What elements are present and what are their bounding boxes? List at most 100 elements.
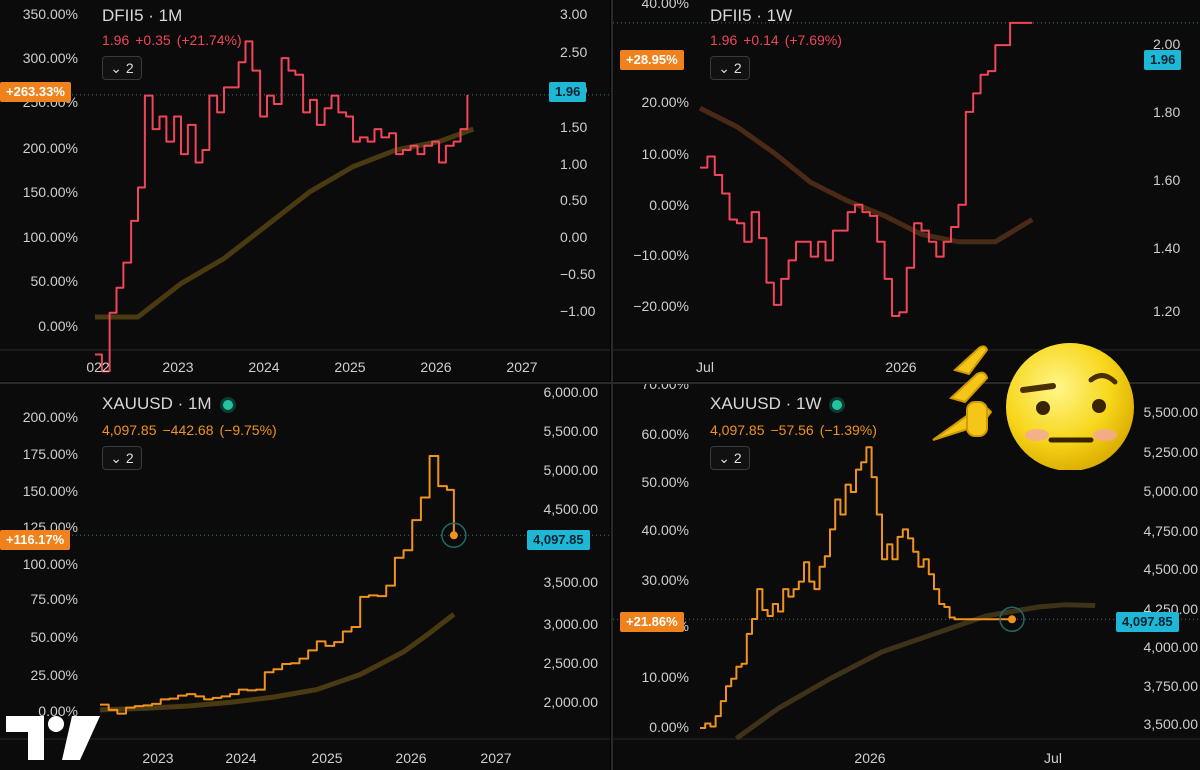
right-axis-tick-label: 2.50: [560, 44, 587, 60]
vertical-divider[interactable]: [611, 0, 613, 770]
indicators-collapse-button[interactable]: ⌄ 2: [102, 56, 142, 80]
x-axis-tick-label: 022: [86, 359, 110, 375]
symbol-title[interactable]: XAUUSD · 1W: [710, 394, 846, 414]
left-axis-tick-label: 150.00%: [23, 483, 78, 499]
right-axis-tick-label: −0.50: [560, 266, 596, 282]
last-point-dot: [1008, 615, 1016, 624]
last-price-tag: 1.96: [549, 82, 587, 102]
left-axis-tick-label: −10.00%: [633, 247, 689, 263]
quote-change-pct: (+7.69%): [784, 32, 842, 48]
right-axis-tick-label: 1.50: [560, 119, 587, 135]
left-axis-tick-label: 100.00%: [23, 556, 78, 572]
quote-line: 1.96 +0.35 (+21.74%): [102, 32, 248, 48]
left-axis-tick-label: 50.00%: [642, 474, 689, 490]
right-axis-tick-label: 4,500.00: [544, 501, 599, 517]
quote-last: 1.96: [102, 32, 130, 48]
chart-canvas[interactable]: 70.00% 60.00% 50.00% 40.00% 30.00% 2 0.00% 10.0…: [613, 384, 1200, 770]
right-axis-tick-label: 2.00: [1153, 36, 1180, 52]
x-axis-tick-label: 2023: [162, 359, 193, 375]
quote-last: 4,097.85: [102, 422, 157, 438]
quote-change: −442.68: [162, 422, 214, 438]
tradingview-logo-icon: [6, 716, 100, 760]
quote-line: 4,097.85 −442.68 (−9.75%): [102, 422, 283, 438]
last-point-ring: [441, 522, 467, 549]
left-axis-tick-label: 150.00%: [23, 184, 78, 200]
left-axis-tick-label: 300.00%: [23, 50, 78, 66]
moving-average-line[interactable]: [698, 105, 1034, 245]
quote-last: 4,097.85: [710, 422, 765, 438]
chart-canvas[interactable]: 350.00% 300.00% 2 50.00% 200.00% 150.00% 100.0…: [0, 0, 610, 381]
right-axis-tick-label: 5,500.00: [1144, 404, 1199, 420]
x-axis-tick-label: 2026: [395, 750, 426, 766]
x-axis-tick-label: 2026: [420, 359, 451, 375]
chart-panel-dfii5-1m[interactable]: 350.00% 300.00% 2 50.00% 200.00% 150.00% 100.0…: [0, 0, 610, 381]
left-axis-tick-label: 0.00%: [38, 703, 78, 719]
quote-change: +0.35: [135, 32, 171, 48]
x-axis-tick-label: 2025: [334, 359, 365, 375]
symbol-title-text: DFII5 · 1W: [710, 6, 793, 25]
right-axis-tick-label: 4,000.00: [1144, 639, 1199, 655]
left-axis-tick-label: 0.00%: [38, 318, 78, 334]
left-axis-tick-label: 50.00%: [31, 273, 78, 289]
last-price-tag: 4,097.85: [527, 530, 590, 550]
chevron-down-icon: ⌄: [718, 450, 734, 466]
price-series-line[interactable]: [700, 21, 1033, 318]
x-axis-tick-label: 2023: [142, 750, 173, 766]
chart-panel-xauusd-1m[interactable]: 200.00% 175.00% 150.00% 125.00% 100.00% 75.00…: [0, 384, 610, 770]
quote-last: 1.96: [710, 32, 738, 48]
right-axis-tick-label: 3.00: [560, 6, 587, 22]
moving-average-line[interactable]: [95, 126, 475, 320]
chart-panel-dfii5-1w[interactable]: 40.00% 20.00% 10.00% 0.00% −10.00% −20.00% 2.0…: [613, 0, 1200, 381]
price-series-line[interactable]: [700, 446, 1012, 730]
quote-line: 1.96 +0.14 (+7.69%): [710, 32, 848, 48]
indicators-count: 2: [125, 60, 134, 76]
indicators-collapse-button[interactable]: ⌄ 2: [710, 56, 750, 80]
right-axis-tick-label: −1.00: [560, 303, 596, 319]
indicators-collapse-button[interactable]: ⌄ 2: [102, 446, 142, 470]
left-axis-tick-label: 20.00%: [642, 94, 689, 110]
horizontal-divider[interactable]: [0, 382, 1200, 384]
chevron-down-icon: ⌄: [718, 60, 734, 76]
symbol-title-text: XAUUSD · 1W: [710, 394, 822, 413]
x-axis-tick-label: 2027: [480, 750, 511, 766]
price-series-line[interactable]: [100, 455, 455, 715]
x-axis-tick-label: 2026: [885, 359, 916, 375]
left-axis-tick-label: 175.00%: [23, 446, 78, 462]
last-point-dot: [449, 531, 458, 540]
chart-canvas[interactable]: 40.00% 20.00% 10.00% 0.00% −10.00% −20.00% 2.0…: [613, 0, 1200, 381]
moving-average-line[interactable]: [734, 602, 1096, 741]
x-axis-tick-label: 2027: [506, 359, 537, 375]
price-series-line[interactable]: [95, 40, 469, 373]
x-axis-tick-label: Jul: [1044, 750, 1062, 766]
right-axis-tick-label: 2,500.00: [544, 655, 599, 671]
right-axis-tick-label: 5,500.00: [544, 423, 599, 439]
right-axis-tick-label: 1.00: [560, 156, 587, 172]
indicators-count: 2: [125, 450, 134, 466]
left-axis-tick-label: 50.00%: [31, 629, 78, 645]
last-point-ring: [999, 606, 1025, 633]
right-axis-tick-label: 1.20: [1153, 303, 1180, 319]
x-axis-tick-label: 2024: [248, 359, 279, 375]
market-open-icon: [829, 396, 846, 413]
right-axis-tick-label: 1.40: [1153, 240, 1180, 256]
x-axis-tick-label: 2024: [225, 750, 256, 766]
last-price-tag: 1.96: [1144, 50, 1182, 70]
last-price-tag: 4,097.85: [1116, 612, 1179, 632]
percent-change-tag: +28.95%: [620, 50, 684, 70]
symbol-title[interactable]: DFII5 · 1W: [710, 6, 792, 26]
left-axis-tick-label: 100.00%: [23, 229, 78, 245]
quote-line: 4,097.85 −57.56 (−1.39%): [710, 422, 883, 438]
left-axis-tick-label: 70.00%: [642, 384, 689, 392]
right-axis-tick-label: 3,000.00: [544, 616, 599, 632]
chevron-down-icon: ⌄: [110, 450, 126, 466]
right-axis-tick-label: 4,500.00: [1144, 561, 1199, 577]
right-axis-tick-label: 2,000.00: [544, 694, 599, 710]
symbol-title[interactable]: XAUUSD · 1M: [102, 394, 236, 414]
indicators-collapse-button[interactable]: ⌄ 2: [710, 446, 750, 470]
symbol-title[interactable]: DFII5 · 1M: [102, 6, 182, 26]
chart-canvas[interactable]: 200.00%175.00%150.00%125.00%100.00%75.00…: [0, 384, 610, 770]
left-axis-tick-label: 350.00%: [23, 6, 78, 22]
moving-average-line[interactable]: [99, 612, 456, 713]
right-axis-tick-label: 0.50: [560, 192, 587, 208]
left-axis-tick-label: 30.00%: [642, 572, 689, 588]
